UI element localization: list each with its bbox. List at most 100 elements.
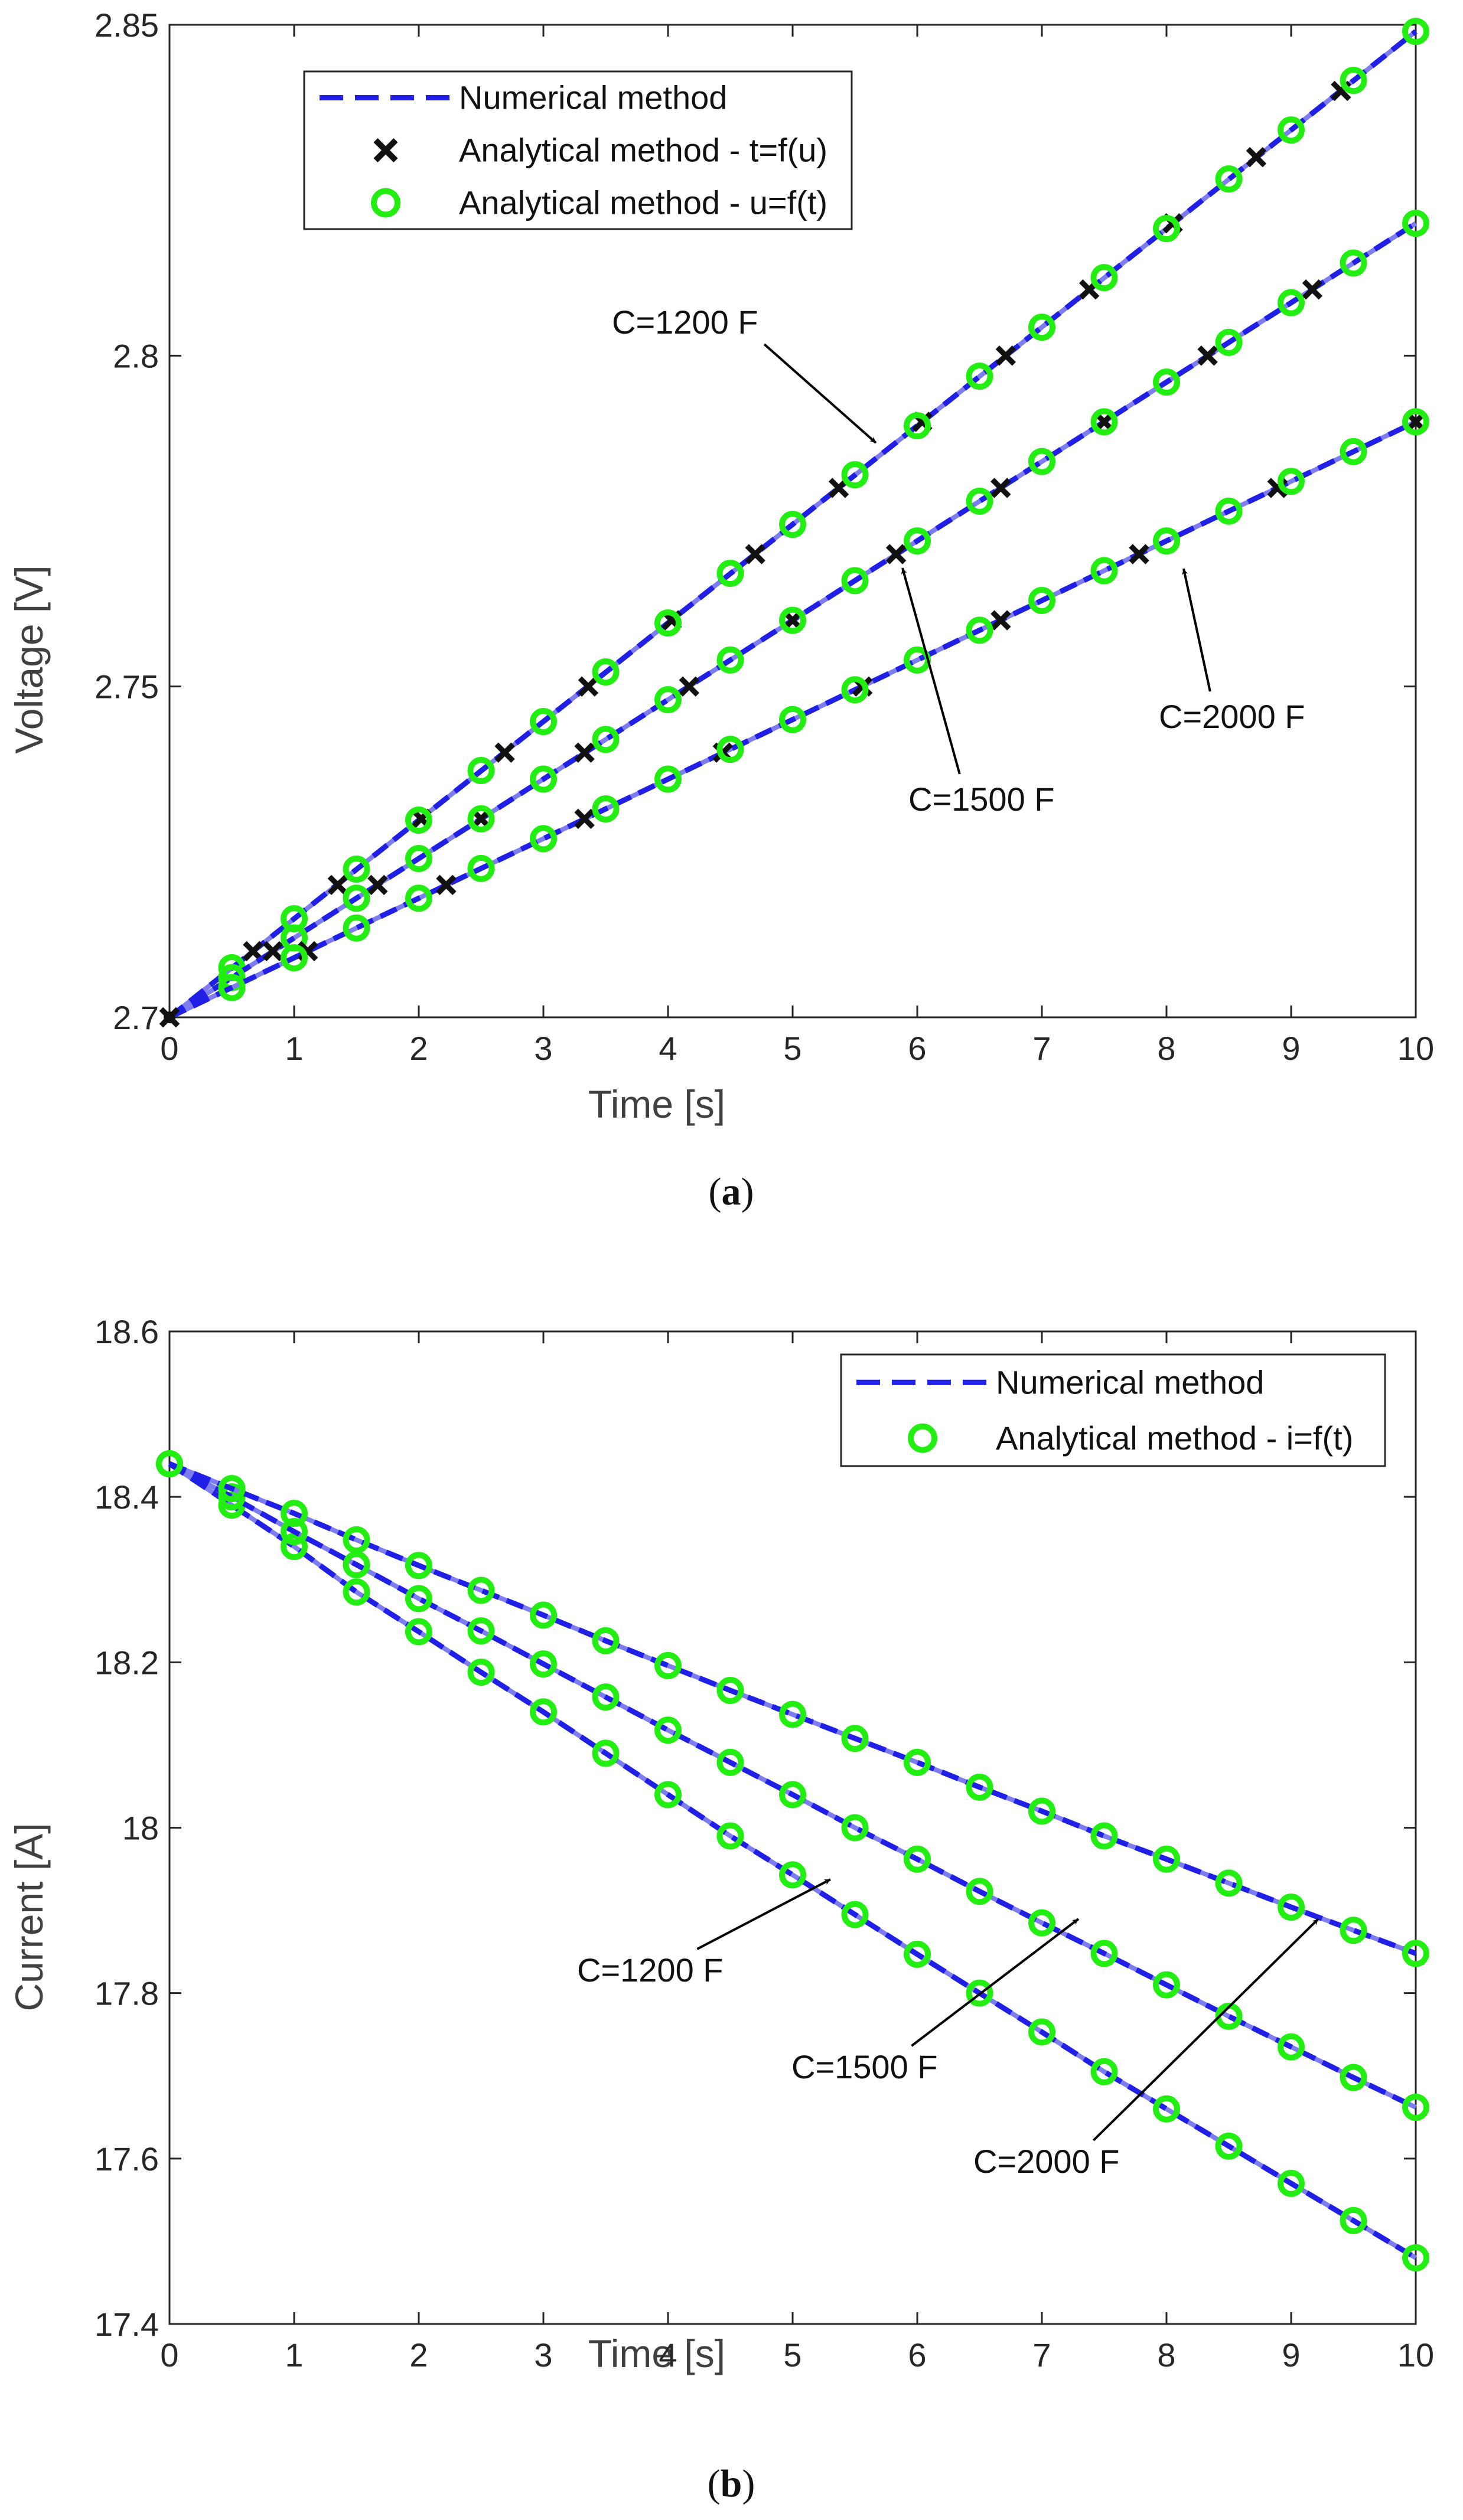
- y-tick-label: 18.6: [95, 1313, 159, 1350]
- x-tick-label: 3: [534, 1030, 552, 1067]
- analytical-circle-marker: [966, 616, 993, 644]
- panel-b-plot-area: [168, 1330, 1417, 2325]
- analytical-circle-marker: [405, 807, 432, 834]
- analytical-t-marker: [1129, 544, 1149, 564]
- analytical-t-marker: [1246, 146, 1267, 168]
- numerical-line: [168, 29, 1418, 1020]
- analytical-circle-marker: [1028, 2018, 1055, 2046]
- y-tick-label: 18.4: [95, 1478, 159, 1516]
- analytical-circle-marker: [592, 658, 620, 686]
- analytical-circle-marker: [1340, 2064, 1367, 2091]
- analytical-t-marker: [327, 874, 348, 896]
- analytical-circle-marker: [1402, 408, 1429, 436]
- voltage-chart: Time [s] Voltage [V] 0 1 2 3 4 5 6 7 8 9 10 2.7 2.75…: [7, 6, 1434, 1126]
- x-tick-label: 1: [285, 2336, 303, 2374]
- analytical-circle-marker: [1090, 264, 1118, 292]
- y-tick-label: 2.8: [113, 337, 159, 374]
- numerical-line: [168, 419, 1417, 1020]
- analytical-circle-marker: [654, 765, 682, 793]
- analytical-circle-marker: [1028, 1909, 1055, 1937]
- analytical-circle-marker: [343, 884, 370, 912]
- analytical-circle-marker: [1090, 408, 1118, 436]
- analytical-circle-marker: [530, 1650, 557, 1678]
- numerical-line: [168, 1461, 1417, 2110]
- analytical-circle-marker: [1153, 527, 1180, 555]
- analytical-t-marker: [574, 808, 595, 829]
- analytical-t-marker: [1302, 279, 1323, 300]
- analytical-circle-marker: [779, 1861, 806, 1889]
- analytical-circle-marker: [904, 1845, 931, 1873]
- analytical-circle-marker: [841, 1725, 869, 1752]
- annotation-arrow: [763, 343, 877, 444]
- analytical-circle-marker: [716, 736, 744, 763]
- legend-circle-symbol: [371, 188, 400, 218]
- analytical-circle-marker: [841, 1901, 869, 1928]
- analytical-circle-marker: [343, 1551, 370, 1579]
- x-tick-label: 9: [1282, 2336, 1300, 2374]
- analytical-circle-marker: [467, 1576, 495, 1604]
- analytical-t-marker: [679, 676, 700, 697]
- analytical-circle-marker: [904, 527, 931, 555]
- y-tick-label: 17.8: [95, 1975, 159, 2012]
- analytical-circle-marker: [1278, 289, 1305, 316]
- analytical-circle-marker: [467, 805, 495, 833]
- panel-a-caption: (a): [709, 1170, 754, 1213]
- analytical-t-marker: [262, 941, 284, 962]
- analytical-t-marker: [995, 345, 1016, 366]
- analytical-circle-marker: [343, 855, 370, 883]
- analytical-circle-marker: [654, 1716, 682, 1744]
- analytical-circle-marker: [467, 854, 495, 882]
- analytical-circle-marker: [654, 686, 682, 714]
- annotation-arrow: [696, 1878, 831, 1950]
- analytical-circle-marker: [904, 1748, 931, 1776]
- analytical-circle-marker: [1090, 1822, 1118, 1850]
- y-tick-label: 2.7: [113, 999, 159, 1036]
- x-tick-label: 8: [1157, 1030, 1175, 1067]
- y-tick-label: 18: [122, 1810, 159, 1847]
- analytical-circle-marker: [1090, 2058, 1118, 2085]
- x-tick-label: 10: [1397, 2336, 1434, 2374]
- analytical-circle-marker: [1090, 557, 1118, 585]
- analytical-circle-marker: [1340, 249, 1367, 277]
- analytical-t-marker: [745, 544, 765, 564]
- analytical-circle-marker: [1402, 210, 1429, 237]
- analytical-circle-marker: [530, 1698, 557, 1726]
- y-tick-label: 17.4: [95, 2306, 159, 2343]
- panel-a-ylabel: Voltage [V]: [7, 565, 51, 753]
- x-tick-label: 7: [1032, 2336, 1051, 2374]
- analytical-circle-marker: [1278, 116, 1305, 144]
- analytical-t-marker: [578, 676, 599, 697]
- analytical-circle-marker: [904, 1940, 931, 1968]
- x-tick-label: 8: [1157, 2336, 1175, 2374]
- analytical-circle-marker: [1215, 2132, 1243, 2160]
- x-tick-label: 3: [534, 2336, 552, 2374]
- y-tick-label: 17.6: [95, 2140, 159, 2178]
- analytical-circle-marker: [218, 1475, 246, 1503]
- analytical-t-marker: [990, 610, 1011, 631]
- analytical-circle-marker: [966, 1773, 993, 1801]
- annotation-arrow: [901, 567, 961, 775]
- analytical-circle-marker: [716, 646, 744, 674]
- analytical-circle-marker: [841, 461, 869, 489]
- analytical-circle-marker: [779, 511, 806, 538]
- analytical-circle-marker: [1402, 1940, 1429, 1967]
- panel-a-caption-letter: a: [722, 1170, 741, 1213]
- analytical-circle-marker: [716, 1822, 744, 1850]
- analytical-circle-marker: [1340, 1917, 1367, 1944]
- x-tick-label: 7: [1032, 1030, 1051, 1067]
- analytical-circle-marker: [966, 1979, 993, 2007]
- current-chart: Time [s] Current [A] 0 1 2 3 4 5 6 7 8 9 10 17.4 17.…: [7, 1313, 1434, 2375]
- analytical-circle-marker: [467, 1659, 495, 1686]
- analytical-circle-marker: [592, 795, 620, 822]
- annotation-label: C=1500 F: [791, 2048, 938, 2085]
- analytical-circle-marker: [966, 1878, 993, 1905]
- x-tick-label: 2: [409, 1030, 428, 1067]
- analytical-circle-marker: [405, 1585, 432, 1612]
- legend-circle-symbol: [908, 1423, 937, 1453]
- analytical-circle-marker: [1153, 368, 1180, 396]
- analytical-circle-marker: [1215, 1869, 1243, 1897]
- legend-label: Numerical method: [996, 1363, 1264, 1401]
- numerical-line: [168, 1461, 1417, 1956]
- analytical-circle-marker: [1402, 18, 1429, 45]
- analytical-circle-marker: [841, 567, 869, 595]
